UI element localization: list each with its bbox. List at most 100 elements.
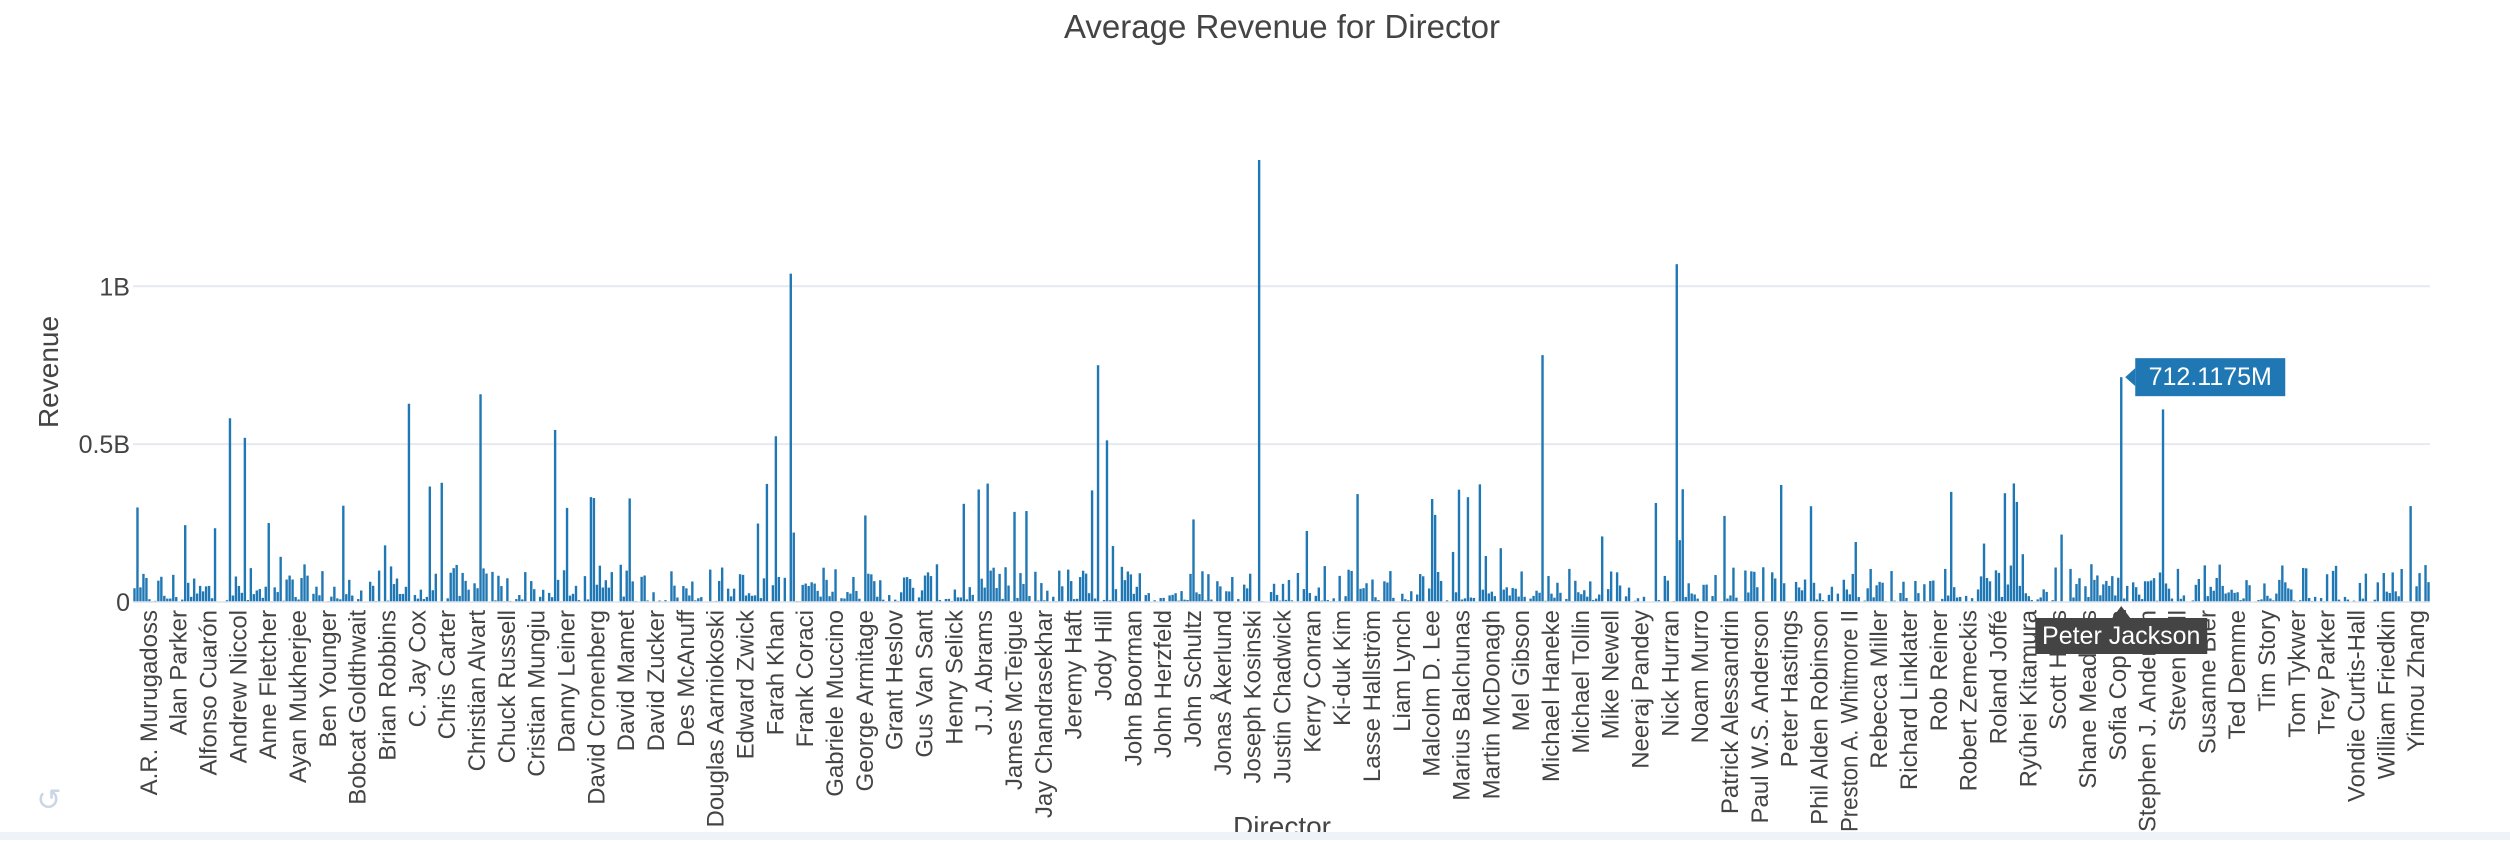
bar[interactable] [458, 596, 460, 602]
bar[interactable] [312, 594, 314, 602]
bar[interactable] [972, 595, 974, 602]
bar[interactable] [2102, 584, 2104, 602]
bar[interactable] [1309, 593, 1311, 602]
bar[interactable] [2096, 575, 2098, 602]
bar[interactable] [235, 576, 237, 602]
bar[interactable] [1783, 583, 1785, 602]
bar[interactable] [790, 274, 792, 602]
bar[interactable] [1270, 592, 1272, 602]
bar[interactable] [981, 579, 983, 602]
bar[interactable] [611, 572, 613, 602]
bar[interactable] [276, 592, 278, 602]
bar[interactable] [1198, 594, 1200, 602]
bar[interactable] [554, 430, 556, 602]
bar[interactable] [1201, 571, 1203, 602]
bar[interactable] [1944, 569, 1946, 602]
bar[interactable] [1479, 484, 1481, 602]
bar[interactable] [2013, 483, 2015, 602]
bar[interactable] [1338, 576, 1340, 602]
bar[interactable] [995, 588, 997, 602]
bar[interactable] [452, 568, 454, 602]
bar[interactable] [1503, 590, 1505, 602]
bar[interactable] [202, 591, 204, 602]
bar[interactable] [1664, 576, 1666, 602]
bar[interactable] [1500, 548, 1502, 602]
bar[interactable] [1550, 594, 1552, 602]
bar[interactable] [2245, 580, 2247, 602]
bar[interactable] [1813, 583, 1815, 602]
bar[interactable] [530, 581, 532, 602]
bar[interactable] [342, 506, 344, 602]
bar[interactable] [2207, 596, 2209, 602]
bar[interactable] [1371, 580, 1373, 602]
bar[interactable] [2287, 588, 2289, 602]
bar[interactable] [742, 575, 744, 602]
bar[interactable] [873, 581, 875, 602]
bar[interactable] [2099, 595, 2101, 602]
bar[interactable] [145, 578, 147, 602]
bar[interactable] [1947, 596, 1949, 602]
bar[interactable] [1798, 587, 1800, 602]
bar[interactable] [1532, 596, 1534, 602]
bar[interactable] [912, 588, 914, 602]
bar[interactable] [1085, 574, 1087, 602]
bar[interactable] [479, 394, 481, 602]
bar[interactable] [1318, 588, 1320, 602]
bar[interactable] [1517, 597, 1519, 602]
bar[interactable] [2233, 593, 2235, 602]
bar[interactable] [1574, 581, 1576, 602]
bar[interactable] [238, 586, 240, 602]
bar[interactable] [888, 595, 890, 602]
bar[interactable] [1932, 581, 1934, 602]
bar[interactable] [390, 566, 392, 602]
bar[interactable] [1189, 574, 1191, 602]
bar[interactable] [1705, 585, 1707, 602]
bar[interactable] [1601, 536, 1603, 602]
bar[interactable] [626, 571, 628, 602]
bar[interactable] [927, 572, 929, 602]
bar[interactable] [1711, 596, 1713, 602]
bar[interactable] [1386, 583, 1388, 602]
bar[interactable] [1362, 588, 1364, 602]
bar[interactable] [1878, 582, 1880, 602]
bar[interactable] [730, 596, 732, 602]
bar[interactable] [2069, 569, 2071, 602]
bar[interactable] [1568, 569, 1570, 602]
bar[interactable] [1843, 580, 1845, 602]
bar[interactable] [300, 578, 302, 602]
bar[interactable] [1628, 588, 1630, 602]
bar[interactable] [1365, 583, 1367, 602]
bar[interactable] [2195, 585, 2197, 602]
bar[interactable] [1514, 589, 1516, 602]
bar[interactable] [772, 585, 774, 602]
bar[interactable] [1431, 499, 1433, 602]
bar[interactable] [1541, 355, 1543, 602]
bar[interactable] [333, 587, 335, 602]
bar[interactable] [1616, 572, 1618, 602]
bar[interactable] [2210, 587, 2212, 602]
bar[interactable] [1139, 573, 1141, 602]
bar[interactable] [1422, 576, 1424, 602]
bar[interactable] [1679, 540, 1681, 602]
bar[interactable] [157, 581, 159, 602]
bar[interactable] [256, 590, 258, 602]
bar[interactable] [1547, 576, 1549, 602]
bar[interactable] [1401, 594, 1403, 602]
bar[interactable] [599, 566, 601, 602]
bar[interactable] [432, 590, 434, 602]
bar[interactable] [1389, 571, 1391, 602]
bar[interactable] [2007, 584, 2009, 602]
bar[interactable] [834, 569, 836, 602]
bar[interactable] [1989, 581, 1991, 602]
bar[interactable] [1723, 516, 1725, 602]
bar[interactable] [497, 576, 499, 602]
bar[interactable] [2326, 574, 2328, 602]
bar[interactable] [1914, 581, 1916, 602]
bar[interactable] [1067, 570, 1069, 602]
bar[interactable] [518, 595, 520, 602]
bar[interactable] [1061, 586, 1063, 602]
bar[interactable] [1347, 570, 1349, 602]
bar[interactable] [467, 590, 469, 602]
bar[interactable] [315, 587, 317, 602]
bar[interactable] [1485, 556, 1487, 602]
